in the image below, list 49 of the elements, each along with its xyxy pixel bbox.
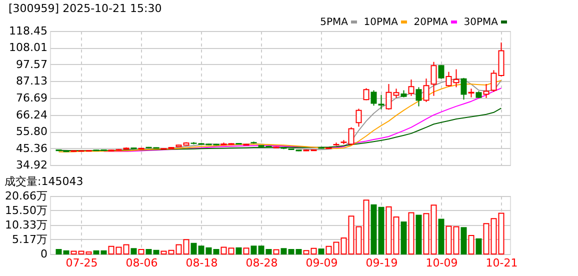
y-tick-label: 87.13 (16, 74, 48, 88)
candlestick (430, 61, 437, 96)
x-tick-label: 10-09 (426, 256, 458, 270)
y-tick-label: 5.17万 (12, 232, 48, 246)
bar (438, 218, 444, 254)
y-tick-label: 118.45 (9, 24, 48, 38)
bar (468, 234, 474, 254)
x-tick-label: 10-21 (486, 256, 518, 270)
legend-label: 30PMA (464, 17, 498, 28)
candlestick (356, 108, 362, 128)
bar (273, 249, 280, 254)
legend-label: 20PMA (414, 17, 448, 28)
chart-title: [300959] 2025-10-21 15:30 (8, 2, 162, 15)
bar (400, 221, 407, 254)
y-tick-label: 66.24 (16, 108, 48, 122)
y-tick-label: 10.33万 (5, 218, 48, 232)
y-tick-label: 76.69 (16, 91, 48, 104)
bar (243, 248, 250, 254)
legend-label: 5PMA (320, 17, 348, 28)
candlestick (423, 78, 430, 102)
candlestick (416, 86, 422, 107)
y-tick-label: 45.36 (16, 142, 48, 155)
chart-title: 成交量:145043 (4, 175, 84, 188)
bar (416, 214, 422, 254)
bar (460, 227, 467, 254)
x-tick-label: 08-28 (246, 256, 278, 270)
candlestick (438, 64, 444, 80)
y-tick-label: 55.80 (16, 125, 48, 138)
legend-label: 10PMA (364, 17, 398, 28)
y-tick-label: 34.92 (16, 158, 48, 172)
y-tick-label: 97.57 (16, 58, 48, 71)
bar (236, 247, 242, 254)
candlestick (460, 77, 467, 100)
y-tick-label: 15.50万 (5, 204, 48, 217)
x-tick-label: 09-19 (366, 256, 398, 270)
bar (318, 248, 324, 254)
x-tick-label: 09-09 (306, 256, 338, 270)
bar (408, 212, 414, 254)
y-tick-label: 0 (40, 248, 48, 260)
candlestick (363, 88, 370, 101)
candlestick (408, 79, 414, 96)
y-tick-label: 20.66万 (5, 190, 48, 202)
bar (130, 248, 137, 254)
x-tick-label: 07-25 (66, 256, 98, 270)
bar (476, 238, 482, 254)
bar (138, 249, 144, 254)
x-tick-label: 08-18 (186, 256, 218, 270)
y-tick-label: 108.01 (9, 41, 48, 54)
x-tick-label: 08-06 (126, 256, 158, 270)
